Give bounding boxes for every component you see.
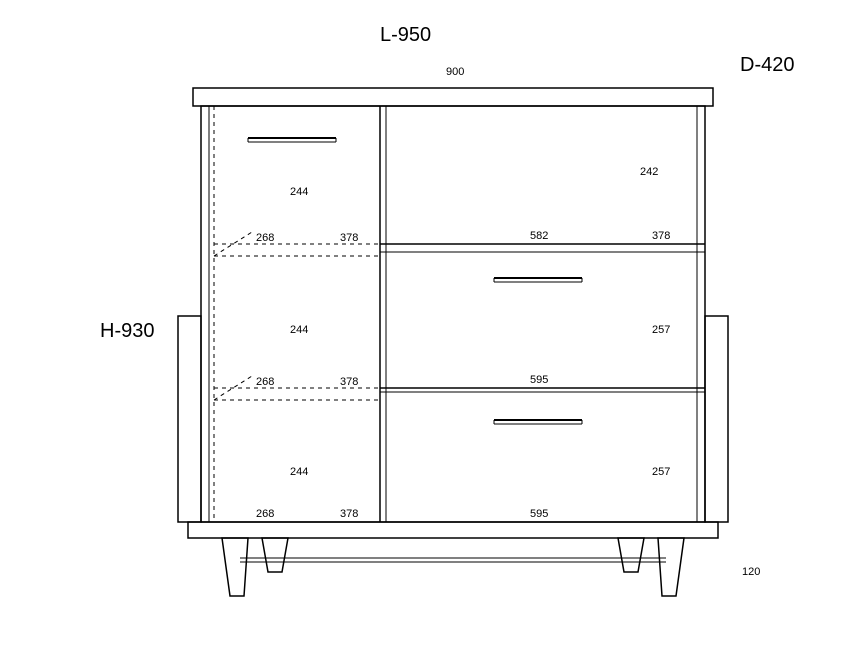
furniture-drawing [0,0,845,649]
